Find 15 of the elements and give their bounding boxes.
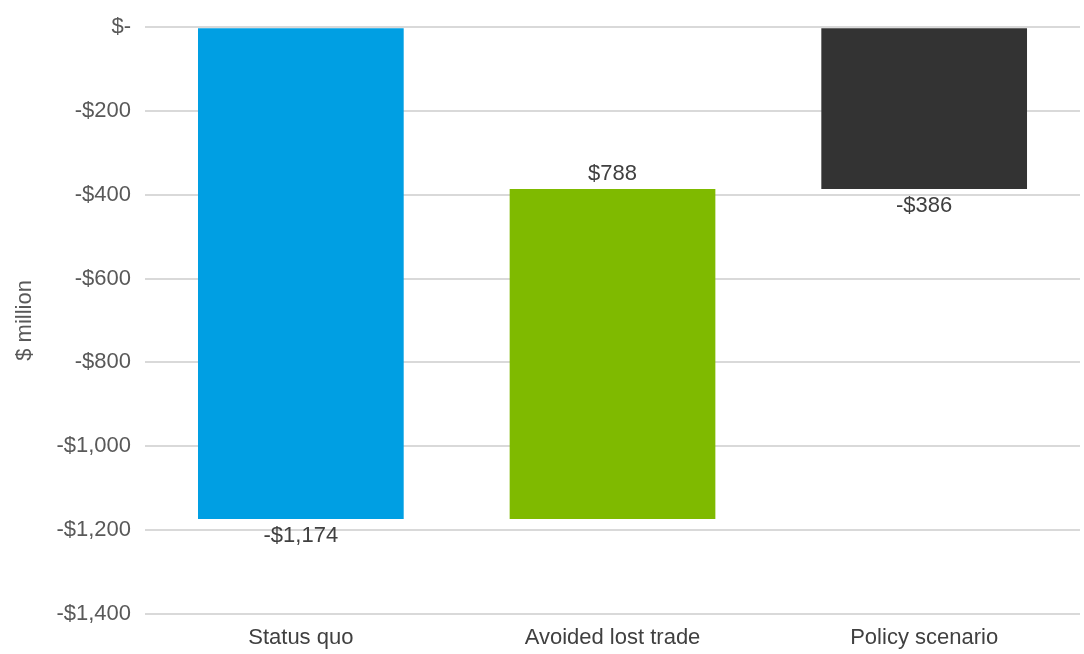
y-axis-title: $ million (11, 280, 37, 361)
x-tick-label: Avoided lost trade (524, 623, 701, 649)
data-label: -$386 (896, 191, 953, 217)
data-label: $788 (588, 159, 637, 185)
y-tick-label: -$1,000 (56, 432, 132, 458)
x-tick-label: Policy scenario (850, 623, 999, 649)
y-tick-label: -$600 (74, 264, 132, 290)
y-tick-label: $- (111, 13, 132, 39)
y-tick-label: -$1,400 (56, 599, 132, 625)
data-label: -$1,174 (263, 522, 339, 547)
x-tick-label: Status quo (248, 623, 354, 649)
y-tick-label: -$1,200 (56, 515, 132, 541)
y-tick-label: -$800 (74, 348, 132, 374)
y-tick-label: -$200 (74, 97, 132, 123)
y-tick-label: -$400 (74, 180, 132, 206)
